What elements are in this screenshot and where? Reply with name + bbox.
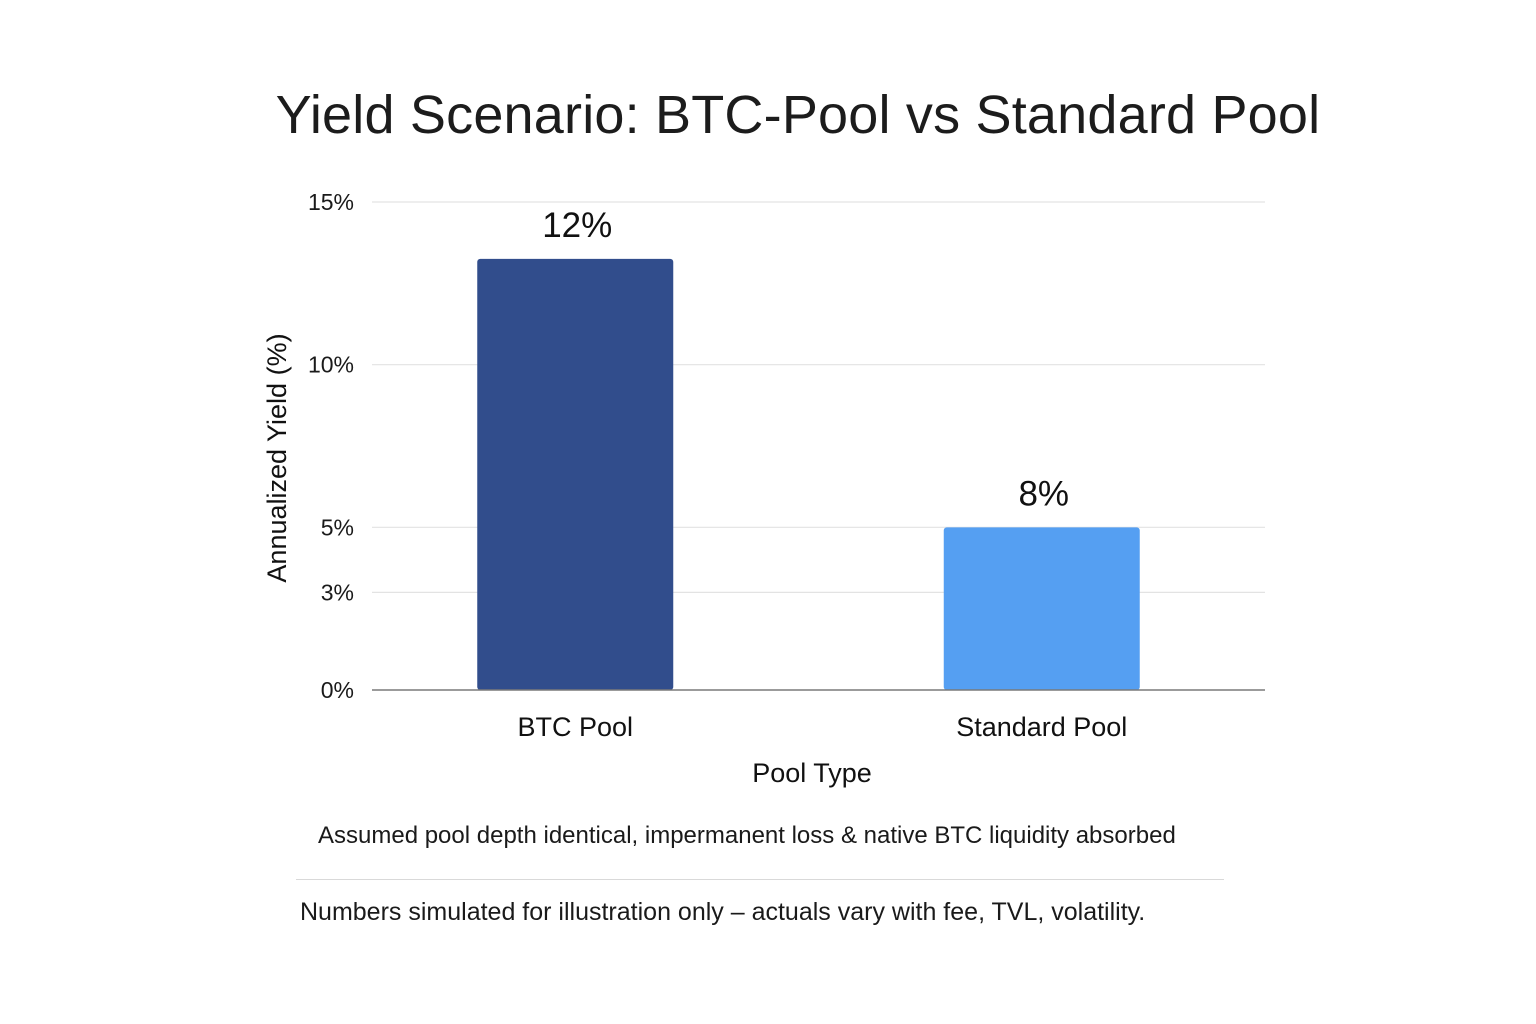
bar-btc-pool: [477, 258, 674, 690]
disclaimer-note: Numbers simulated for illustration only …: [300, 898, 1146, 926]
bar-standard-pool: [943, 527, 1140, 690]
assumption-note: Assumed pool depth identical, impermanen…: [318, 822, 1176, 849]
y-tick-label: 15%: [308, 189, 354, 215]
bars: [477, 258, 1140, 690]
y-tick-label: 3%: [321, 579, 354, 605]
y-tick-label: 10%: [308, 352, 354, 378]
y-axis-ticks: 0% 3% 5% 10% 15%: [308, 189, 354, 703]
y-tick-label: 0%: [321, 677, 354, 703]
x-category-label: Standard Pool: [956, 712, 1127, 742]
data-labels: 12% 8%: [542, 206, 1069, 513]
y-axis-title: Annualized Yield (%): [262, 333, 292, 582]
y-tick-label: 5%: [321, 514, 354, 540]
x-axis-categories: BTC Pool Standard Pool: [517, 712, 1127, 742]
chart-title: Yield Scenario: BTC-Pool vs Standard Poo…: [275, 85, 1321, 145]
data-label: 12%: [542, 206, 612, 245]
data-label: 8%: [1018, 474, 1069, 513]
note-divider: [296, 879, 1224, 880]
x-axis-title: Pool Type: [752, 758, 872, 788]
x-category-label: BTC Pool: [517, 712, 633, 742]
